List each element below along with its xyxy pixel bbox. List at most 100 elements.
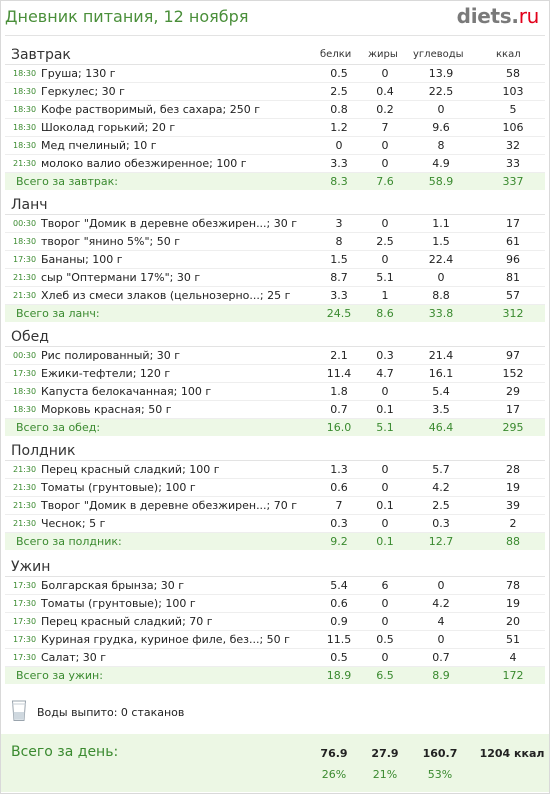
food-carbs: 4.2	[432, 481, 450, 494]
food-fat: 0.2	[376, 103, 394, 116]
food-row[interactable]: 18:30 Шоколад горький; 20 г 1.2 7 9.6 106	[5, 119, 545, 137]
meal-total-carbs: 58.9	[428, 175, 454, 188]
food-carbs: 22.4	[428, 253, 454, 266]
food-row[interactable]: 17:30 Томаты (грунтовые); 100 г 0.6 0 4.2 19	[5, 595, 545, 613]
food-row[interactable]: 18:30 Груша; 130 г 0.5 0 13.9 58	[5, 65, 545, 83]
food-carbs: 4	[437, 615, 445, 628]
food-fat: 0	[381, 517, 389, 530]
food-kcal: 51	[506, 633, 520, 646]
food-time: 21:30	[13, 159, 37, 168]
food-row[interactable]: 21:30 Перец красный сладкий; 100 г 1.3 0 5.7…	[5, 461, 545, 479]
food-carbs: 2.5	[432, 499, 450, 512]
food-name[interactable]: Творог "Домик в деревне обезжирен...; 30…	[41, 217, 298, 230]
day-total-fat: 27.9	[371, 747, 399, 760]
food-time: 21:30	[13, 465, 37, 474]
food-row[interactable]: 21:30 Творог "Домик в деревне обезжирен..…	[5, 497, 545, 515]
day-total-carbs: 160.7	[422, 747, 458, 760]
food-row[interactable]: 21:30 Томаты (грунтовые); 100 г 0.6 0 4.2 19	[5, 479, 545, 497]
header-divider	[5, 35, 545, 36]
food-fat: 0	[381, 463, 389, 476]
food-row[interactable]: 17:30 Бананы; 100 г 1.5 0 22.4 96	[5, 251, 545, 269]
food-row[interactable]: 18:30 Геркулес; 30 г 2.5 0.4 22.5 103	[5, 83, 545, 101]
food-name[interactable]: Хлеб из смеси злаков (цельнозерно...; 25…	[41, 289, 291, 302]
food-name[interactable]: Геркулес; 30 г	[41, 85, 125, 98]
meal-total-protein: 9.2	[330, 535, 348, 548]
food-name[interactable]: Томаты (грунтовые); 100 г	[41, 481, 196, 494]
food-fat: 7	[381, 121, 389, 134]
food-row[interactable]: 18:30 творог "янино 5%"; 50 г 8 2.5 1.5 61	[5, 233, 545, 251]
food-row[interactable]: 00:30 Рис полированный; 30 г 2.1 0.3 21.4 97	[5, 347, 545, 365]
food-name[interactable]: Болгарская брынза; 30 г	[41, 579, 185, 592]
food-name[interactable]: Груша; 130 г	[41, 67, 116, 80]
food-row[interactable]: 17:30 Салат; 30 г 0.5 0 0.7 4	[5, 649, 545, 667]
food-row[interactable]: 21:30 Хлеб из смеси злаков (цельнозерно..…	[5, 287, 545, 305]
food-name[interactable]: сыр "Оптермани 17%"; 30 г	[41, 271, 201, 284]
food-name[interactable]: Томаты (грунтовые); 100 г	[41, 597, 196, 610]
food-row[interactable]: 21:30 Чеснок; 5 г 0.3 0 0.3 2	[5, 515, 545, 533]
meal-title: Завтрак	[11, 47, 71, 63]
meal-total-row: Всего за ужин: 18.9 6.5 8.9 172	[5, 667, 545, 684]
day-total-protein: 76.9	[320, 747, 348, 760]
col-fat: жиры	[368, 49, 398, 60]
food-time: 21:30	[13, 519, 37, 528]
food-name[interactable]: Морковь красная; 50 г	[41, 403, 172, 416]
food-row[interactable]: 00:30 Творог "Домик в деревне обезжирен..…	[5, 215, 545, 233]
food-carbs: 8	[437, 139, 445, 152]
food-name[interactable]: Шоколад горький; 20 г	[41, 121, 176, 134]
water-glass-icon[interactable]	[11, 700, 27, 722]
food-fat: 0	[381, 139, 389, 152]
meal-total-protein: 8.3	[330, 175, 348, 188]
food-name[interactable]: Творог "Домик в деревне обезжирен...; 70…	[41, 499, 298, 512]
food-name[interactable]: Мед пчелиный; 10 г	[41, 139, 157, 152]
food-name[interactable]: Кофе растворимый, без сахара; 250 г	[41, 103, 260, 116]
food-name[interactable]: Ежики-тефтели; 120 г	[41, 367, 171, 380]
food-name[interactable]: Капуста белокачанная; 100 г	[41, 385, 212, 398]
food-fat: 0	[381, 67, 389, 80]
food-name[interactable]: Перец красный сладкий; 70 г	[41, 615, 213, 628]
food-row[interactable]: 17:30 Ежики-тефтели; 120 г 11.4 4.7 16.1 152	[5, 365, 545, 383]
food-carbs: 9.6	[432, 121, 450, 134]
food-name[interactable]: Рис полированный; 30 г	[41, 349, 181, 362]
food-row[interactable]: 18:30 Кофе растворимый, без сахара; 250 г…	[5, 101, 545, 119]
meal-total-kcal: 295	[502, 421, 524, 434]
food-carbs: 5.4	[432, 385, 450, 398]
meal-total-row: Всего за ланч: 24.5 8.6 33.8 312	[5, 305, 545, 322]
food-row[interactable]: 21:30 сыр "Оптермани 17%"; 30 г 8.7 5.1 0 81	[5, 269, 545, 287]
food-row[interactable]: 17:30 Перец красный сладкий; 70 г 0.9 0 4 20	[5, 613, 545, 631]
food-name[interactable]: творог "янино 5%"; 50 г	[41, 235, 181, 248]
food-row[interactable]: 18:30 Морковь красная; 50 г 0.7 0.1 3.5 17	[5, 401, 545, 419]
food-row[interactable]: 17:30 Болгарская брынза; 30 г 5.4 6 0 78	[5, 577, 545, 595]
food-name[interactable]: Куриная грудка, куриное филе, без...; 50…	[41, 633, 290, 646]
food-time: 17:30	[13, 617, 37, 626]
food-kcal: 17	[506, 217, 520, 230]
food-name[interactable]: Перец красный сладкий; 100 г	[41, 463, 220, 476]
food-protein: 2.5	[330, 85, 348, 98]
food-name[interactable]: молоко валио обезжиренное; 100 г	[41, 157, 247, 170]
food-fat: 0	[381, 651, 389, 664]
food-fat: 0	[381, 597, 389, 610]
meal-total-label: Всего за ужин:	[16, 669, 103, 682]
food-kcal: 19	[506, 597, 520, 610]
food-protein: 0.6	[330, 481, 348, 494]
meal-total-kcal: 88	[506, 535, 520, 548]
food-carbs: 4.2	[432, 597, 450, 610]
site-logo[interactable]: diets.ru	[457, 4, 540, 28]
food-time: 18:30	[13, 69, 37, 78]
food-protein: 1.3	[330, 463, 348, 476]
food-row[interactable]: 17:30 Куриная грудка, куриное филе, без..…	[5, 631, 545, 649]
food-time: 18:30	[13, 123, 37, 132]
food-row[interactable]: 21:30 молоко валио обезжиренное; 100 г 3.3…	[5, 155, 545, 173]
food-protein: 5.4	[330, 579, 348, 592]
logo-tld: ru	[518, 4, 540, 28]
food-name[interactable]: Чеснок; 5 г	[41, 517, 106, 530]
food-name[interactable]: Бананы; 100 г	[41, 253, 123, 266]
food-carbs: 0	[437, 579, 445, 592]
food-row[interactable]: 18:30 Мед пчелиный; 10 г 0 0 8 32	[5, 137, 545, 155]
day-total-label: Всего за день:	[11, 744, 119, 760]
food-row[interactable]: 18:30 Капуста белокачанная; 100 г 1.8 0 5.4 2…	[5, 383, 545, 401]
food-carbs: 21.4	[428, 349, 454, 362]
food-kcal: 29	[506, 385, 520, 398]
food-name[interactable]: Салат; 30 г	[41, 651, 107, 664]
food-fat: 0	[381, 253, 389, 266]
food-carbs: 1.1	[432, 217, 450, 230]
